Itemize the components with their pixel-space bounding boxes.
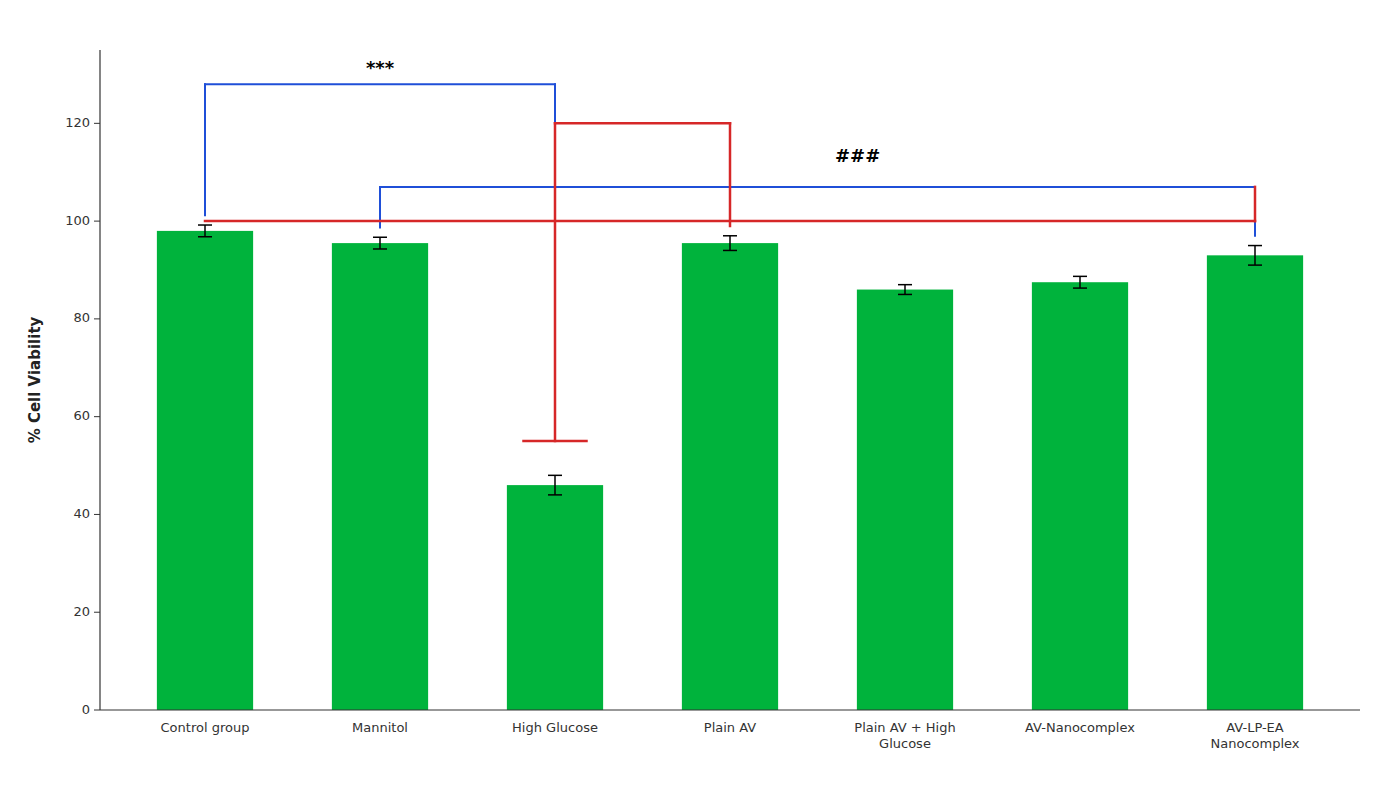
y-tick-label: 80 [73, 310, 90, 325]
bar [682, 243, 778, 710]
error-bar [723, 236, 737, 251]
y-tick [94, 123, 100, 124]
x-tick-label: Mannitol [352, 720, 408, 735]
bracket-line [205, 220, 1255, 223]
y-axis-label: % Cell Viability [26, 316, 44, 443]
annotation: *** [366, 57, 395, 78]
significance-brackets [205, 84, 1255, 441]
chart-container: 0 20 40 60 80 100 120 % Cell Viability Control g… [0, 0, 1400, 800]
annotation: ### [835, 145, 880, 166]
bar [507, 485, 603, 710]
x-tick-label-line: Plain AV + High [854, 720, 955, 735]
y-tick [94, 710, 100, 711]
bar [332, 243, 428, 710]
chart-svg: 0 20 40 60 80 100 120 % Cell Viability Control g… [0, 0, 1400, 800]
plot-area [157, 225, 1303, 710]
error-bar [898, 285, 912, 295]
x-tick-label-line: Control group [161, 720, 250, 735]
error-bar [373, 237, 387, 249]
error-bar-cap [1248, 264, 1262, 266]
error-bar-cap [723, 250, 737, 252]
x-tick-label: AV-LP-EANanocomplex [1211, 720, 1300, 751]
error-bar-cap [1073, 287, 1087, 289]
error-bar-cap [1073, 276, 1087, 278]
y-tick-label: 20 [73, 604, 90, 619]
x-tick-label: High Glucose [512, 720, 598, 735]
x-tick-label: Plain AV [704, 720, 756, 735]
error-bar-stem [1254, 246, 1256, 266]
error-bar [1073, 276, 1087, 288]
error-bar-stem [554, 475, 556, 495]
bar [857, 290, 953, 710]
y-tick [94, 221, 100, 222]
bracket-line [524, 440, 587, 443]
bracket-line [380, 186, 1255, 188]
error-bar [198, 225, 212, 237]
bracket-line [729, 123, 732, 226]
y-tick-label: 100 [65, 213, 90, 228]
y-axis-line [99, 50, 100, 710]
error-bar-stem [729, 236, 731, 251]
bar [1032, 282, 1128, 710]
y-tick-label: 60 [73, 408, 90, 423]
error-bar-cap [1248, 245, 1262, 247]
error-bar-stem [379, 237, 381, 249]
y-tick-label: 40 [73, 506, 90, 521]
y-tick [94, 612, 100, 613]
bracket-line [1254, 187, 1256, 236]
x-tick-label: AV-Nanocomplex [1025, 720, 1135, 735]
error-bar-cap [723, 235, 737, 237]
x-tick-label-line: AV-Nanocomplex [1025, 720, 1135, 735]
x-tick-label-line: AV-LP-EA [1226, 720, 1284, 735]
error-bar-stem [1079, 276, 1081, 288]
x-axis-line [100, 709, 1360, 710]
y-tick [94, 318, 100, 319]
error-bar-cap [898, 294, 912, 296]
error-bar-stem [904, 285, 906, 295]
bar [1207, 255, 1303, 710]
error-bar-stem [204, 225, 206, 237]
x-tick-label-line: Mannitol [352, 720, 408, 735]
bracket-line [554, 123, 557, 441]
error-bar-cap [548, 494, 562, 496]
y-tick [94, 514, 100, 515]
y-axis: 0 20 40 60 80 100 120 % Cell Viability [26, 50, 100, 717]
error-bar-cap [198, 224, 212, 226]
bracket-line [555, 122, 730, 125]
error-bar [548, 475, 562, 495]
error-bar-cap [198, 236, 212, 238]
error-bar-cap [898, 284, 912, 286]
x-tick-label: Plain AV + HighGlucose [854, 720, 955, 751]
y-tick-label: 120 [65, 115, 90, 130]
x-tick-label-line: Glucose [879, 736, 931, 751]
error-bar-cap [548, 475, 562, 477]
x-tick-label-line: High Glucose [512, 720, 598, 735]
bar [157, 231, 253, 710]
error-bar-cap [373, 236, 387, 238]
x-tick-label-line: Plain AV [704, 720, 756, 735]
bracket-line [205, 83, 555, 85]
error-bar-cap [373, 248, 387, 250]
y-tick [94, 416, 100, 417]
x-tick-label: Control group [161, 720, 250, 735]
x-tick-label-line: Nanocomplex [1211, 736, 1300, 751]
x-axis: Control group Mannitol High Glucose Plain A… [100, 710, 1360, 751]
y-tick-label: 0 [82, 702, 90, 717]
bracket-line [204, 84, 206, 215]
bracket-line [1254, 187, 1257, 221]
error-bar [1248, 246, 1262, 266]
